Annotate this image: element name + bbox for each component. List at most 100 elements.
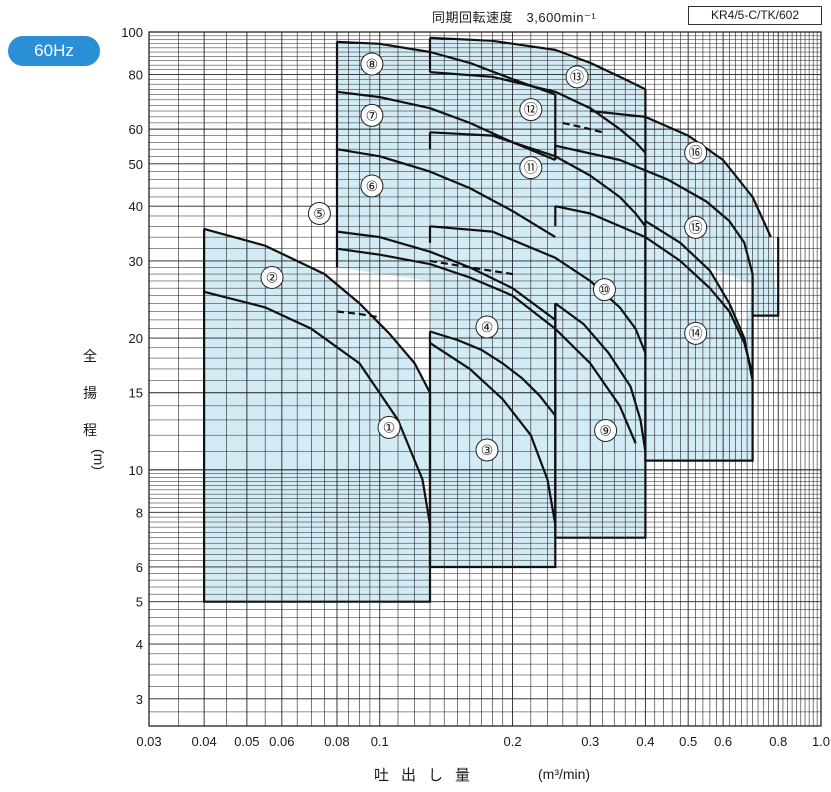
- region-label-text: ⑯: [689, 145, 703, 161]
- y-tick-label: 100: [121, 25, 143, 40]
- y-tick-label: 15: [129, 386, 143, 401]
- region-label-circle: [377, 415, 401, 439]
- region-area: [337, 231, 556, 416]
- x-tick-label: 0.8: [769, 734, 787, 749]
- frequency-badge: 60Hz: [8, 36, 100, 66]
- region-label-circle: [684, 321, 708, 345]
- region-label-text: ③: [481, 442, 494, 458]
- region-label: ⑯: [684, 141, 708, 165]
- region-area: [204, 291, 430, 602]
- x-axis-label: 吐出し量: [374, 767, 483, 784]
- y-axis-label-char: 揚: [83, 385, 97, 401]
- region-label-circle: [592, 278, 616, 302]
- region-label-circle: [360, 174, 384, 198]
- region-label-circle: [565, 65, 589, 89]
- region-label: ⑥: [360, 174, 384, 198]
- region-label-text: ⑦: [366, 107, 379, 123]
- region-label: ⑧: [360, 52, 384, 76]
- region-label: ②: [260, 265, 284, 289]
- dashed-curve: [562, 121, 603, 134]
- performance-curve: [429, 71, 647, 154]
- region-label-circle: [307, 202, 331, 226]
- region-label-circle: [519, 98, 543, 122]
- region-label-text: ①: [383, 419, 396, 435]
- region-label: ⑩: [592, 278, 616, 302]
- performance-curve: [203, 227, 431, 394]
- x-tick-label: 0.3: [581, 734, 599, 749]
- region-label: ⑦: [360, 103, 384, 127]
- y-tick-label: 8: [136, 505, 143, 520]
- performance-curve: [336, 148, 556, 239]
- dashed-curve: [336, 310, 380, 319]
- x-tick-label: 0.1: [371, 734, 389, 749]
- region-label-circle: [360, 103, 384, 127]
- region-label-text: ⑩: [598, 282, 611, 298]
- x-tick-label: 0.03: [136, 734, 161, 749]
- region-label: ⑭: [684, 321, 708, 345]
- y-tick-label: 60: [129, 122, 143, 137]
- y-tick-label: 4: [136, 637, 143, 652]
- x-tick-label: 0.5: [679, 734, 697, 749]
- region-label-text: ⑬: [570, 69, 584, 85]
- region-label: ⑪: [519, 156, 543, 180]
- region-label-circle: [594, 418, 618, 442]
- region-label-text: ⑧: [366, 56, 379, 72]
- region-label: ⑨: [594, 418, 618, 442]
- region-label-text: ⑨: [599, 422, 612, 438]
- region-area: [430, 37, 646, 153]
- region-label-circle: [684, 141, 708, 165]
- y-axis-label: 全 揚 程 (m): [80, 338, 107, 470]
- y-tick-label: 3: [136, 692, 143, 707]
- x-tick-label: 1.0: [812, 734, 830, 749]
- region-label: ①: [377, 415, 401, 439]
- region-label-text: ⑥: [366, 178, 379, 194]
- region-label-text: ⑫: [524, 102, 538, 118]
- y-tick-label: 80: [129, 67, 143, 82]
- region-label-text: ⑮: [689, 219, 703, 235]
- x-tick-label: 0.2: [504, 734, 522, 749]
- region-label-circle: [684, 215, 708, 239]
- region-label-circle: [519, 156, 543, 180]
- performance-curve: [429, 131, 647, 227]
- y-tick-label: 30: [129, 254, 143, 269]
- region-label-text: ④: [481, 319, 494, 335]
- region-label-text: ⑭: [689, 325, 703, 341]
- y-tick-label: 20: [129, 331, 143, 346]
- y-tick-label: 6: [136, 560, 143, 575]
- region-label: ⑬: [565, 65, 589, 89]
- x-axis-unit: (m³/min): [538, 766, 591, 782]
- performance-curve: [429, 36, 646, 91]
- region-label-text: ②: [266, 269, 279, 285]
- y-axis-label-char: 全: [83, 348, 97, 364]
- performance-curve: [554, 302, 647, 452]
- speed-label: 同期回転速度 3,600min⁻¹: [432, 10, 597, 25]
- performance-curve: [336, 230, 556, 321]
- region-label: ③: [475, 438, 499, 462]
- y-axis-label-unit: (m): [91, 449, 107, 470]
- dashed-curve: [429, 259, 513, 276]
- model-label: KR4/5-C/TK/602: [688, 6, 822, 25]
- y-tick-label: 40: [129, 199, 143, 214]
- region-label-text: ⑪: [524, 160, 538, 176]
- x-tick-label: 0.05: [234, 734, 259, 749]
- region-label-circle: [475, 315, 499, 339]
- x-tick-label: 0.4: [636, 734, 654, 749]
- x-tick-label: 0.6: [714, 734, 732, 749]
- region-label-text: ⑤: [313, 206, 326, 222]
- x-tick-label: 0.04: [191, 734, 216, 749]
- region-boundary: [644, 221, 754, 462]
- y-axis-label-char: 程: [83, 422, 97, 438]
- region-label: ④: [475, 315, 499, 339]
- x-tick-label: 0.06: [269, 734, 294, 749]
- region-label: ⑮: [684, 215, 708, 239]
- performance-curve: [555, 144, 754, 275]
- performance-curve: [203, 290, 432, 525]
- y-tick-label: 10: [129, 463, 143, 478]
- plot-frame: [148, 31, 822, 727]
- y-tick-label: 50: [129, 157, 143, 172]
- performance-curve: [555, 205, 754, 375]
- region-label-circle: [260, 265, 284, 289]
- region-label-circle: [475, 438, 499, 462]
- region-label: ⑫: [519, 98, 543, 122]
